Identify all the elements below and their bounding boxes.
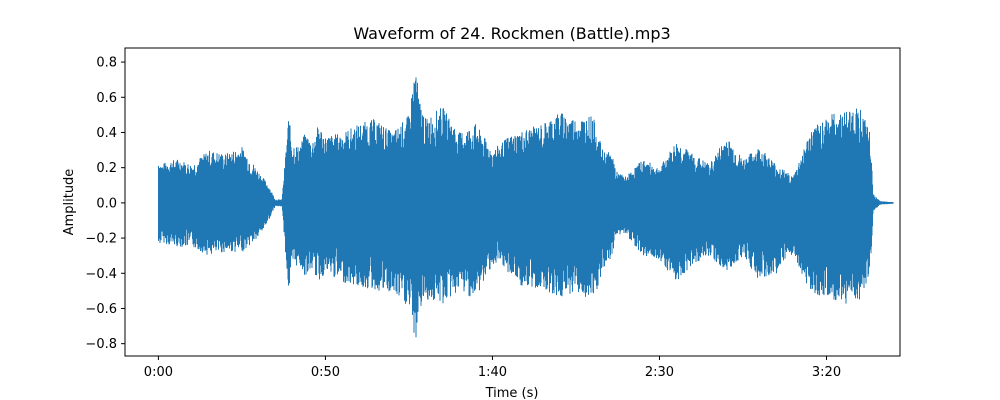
y-tick-label: −0.2: [85, 232, 117, 247]
x-tick-label: 2:30: [645, 365, 674, 380]
chart-title: Waveform of 24. Rockmen (Battle).mp3: [353, 24, 670, 43]
x-tick-label: 1:40: [478, 365, 507, 380]
x-axis-label: Time (s): [485, 386, 539, 400]
y-tick-label: −0.4: [85, 267, 117, 282]
y-tick-label: −0.6: [85, 302, 117, 317]
y-tick-label: −0.8: [85, 337, 117, 352]
y-tick-label: 0.2: [96, 161, 117, 176]
x-tick-label: 0:50: [311, 365, 340, 380]
y-axis-label: Amplitude: [62, 169, 77, 236]
y-tick-label: 0.4: [96, 126, 117, 141]
waveform-line: [158, 77, 894, 338]
plot-frame: [124, 47, 901, 357]
x-tick-label: 0:00: [144, 365, 173, 380]
plot-area: [124, 47, 901, 357]
waveform-series: [158, 77, 894, 338]
y-tick-label: 0.0: [96, 196, 117, 211]
y-tick-label: 0.8: [96, 56, 117, 71]
y-tick-label: 0.6: [96, 91, 117, 106]
x-axis: 0:00 0:50 1:40 2:30 3:20: [144, 356, 841, 380]
x-tick-label: 3:20: [812, 365, 841, 380]
y-axis: 0.8 0.6 0.4 0.2 0.0 −0.2 −0.4 −0.6 −0.8: [85, 56, 125, 352]
